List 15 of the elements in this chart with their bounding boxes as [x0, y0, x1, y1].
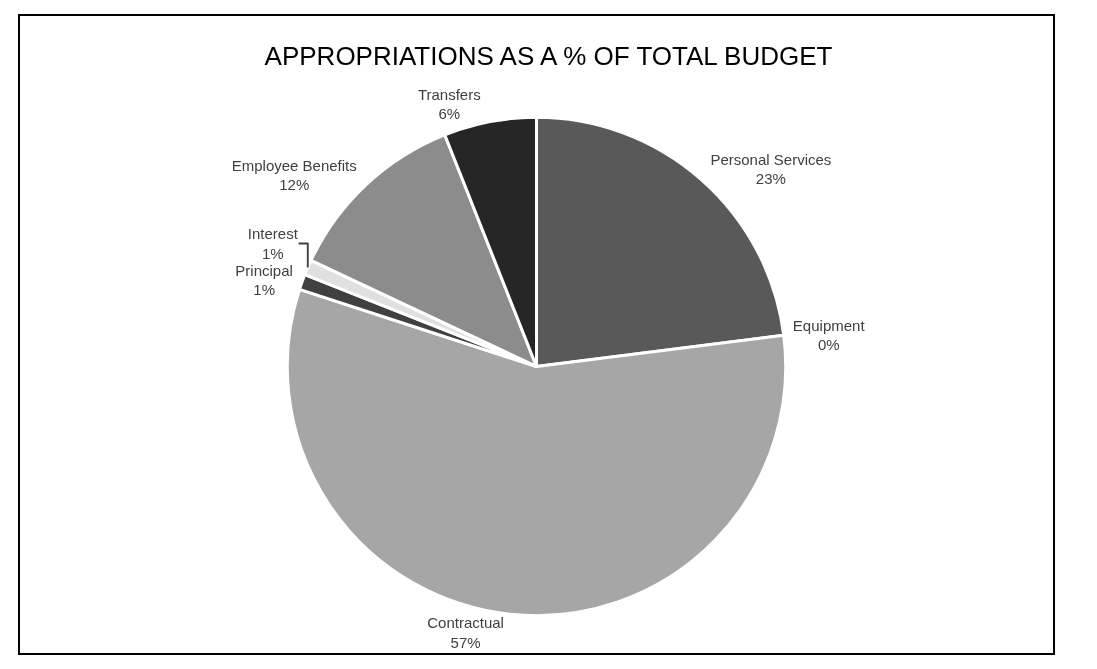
data-label: 57%	[450, 633, 481, 651]
data-label: 6%	[438, 105, 461, 123]
data-label: 1%	[253, 281, 275, 299]
data-label: 23%	[755, 170, 786, 188]
slice-label: Employee Benefits	[231, 156, 357, 174]
data-label: 12%	[279, 176, 310, 194]
slice-label: Interest	[247, 225, 299, 243]
category-label: Equipment	[792, 316, 865, 334]
chart-title: APPROPRIATIONS AS A % OF TOTAL BUDGET	[264, 41, 833, 72]
data-label: 1%	[261, 244, 284, 262]
slice-label: Transfers	[417, 85, 481, 103]
slice-label: Principal	[235, 261, 293, 279]
slice-label: Personal Services	[710, 151, 832, 168]
text: 0%	[817, 336, 840, 354]
slice-label: Contractual	[427, 614, 504, 632]
